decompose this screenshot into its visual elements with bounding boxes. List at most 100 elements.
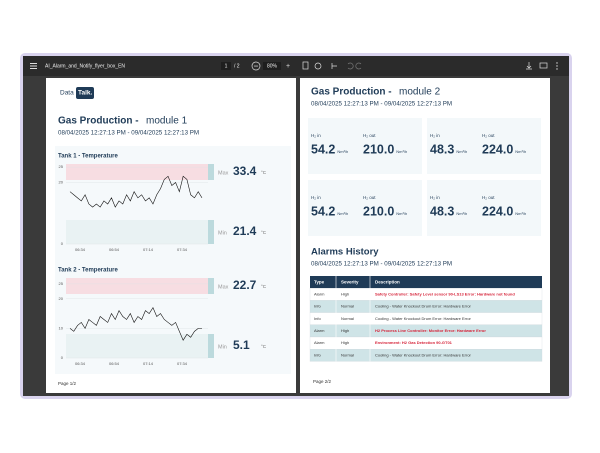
metric-unit: Nm³/h — [515, 149, 526, 154]
table-cell: High — [341, 340, 349, 345]
logo-text: Data — [60, 90, 74, 97]
max-stripe — [208, 164, 214, 180]
max-stripe — [208, 278, 214, 294]
temperature-line — [69, 306, 202, 341]
y-tick-label: 25 — [59, 164, 64, 169]
logo-text-box: Talk. — [78, 90, 93, 97]
y-tick-label: 0 — [61, 241, 64, 246]
page-number: 1 — [225, 63, 228, 69]
max-unit: °C — [261, 284, 267, 289]
metric-value: 48.3 — [430, 142, 454, 156]
table-header — [310, 276, 542, 289]
menu-icon[interactable] — [30, 63, 37, 69]
table-row — [309, 349, 543, 362]
x-tick-label: 07:34 — [177, 247, 188, 252]
title-rest: module 1 — [146, 116, 188, 127]
metric-value: 210.0 — [363, 142, 394, 156]
max-unit: °C — [261, 170, 267, 175]
alarms-dates: 08/04/2025 12:27:13 PM - 09/04/2025 12:2… — [311, 261, 452, 268]
card — [427, 180, 541, 236]
metric-unit: Nm³/h — [337, 211, 348, 216]
metric-label: H₂ out — [482, 195, 495, 200]
metric-unit: Nm³/h — [396, 149, 407, 154]
metric-unit: Nm³/h — [515, 211, 526, 216]
dates: 08/04/2025 12:27:13 PM - 09/04/2025 12:2… — [311, 101, 452, 108]
metric-label: H₂ out — [363, 195, 376, 200]
table-header-cell: Description — [375, 279, 400, 284]
min-value: 5.1 — [233, 338, 250, 352]
metric-value: 54.2 — [311, 204, 335, 218]
table-header-cell: Severity — [341, 279, 359, 284]
metric-value: 48.3 — [430, 204, 454, 218]
toolbar — [23, 56, 569, 76]
card — [308, 118, 422, 174]
table-cell: Normal — [341, 304, 354, 309]
low-band — [66, 220, 208, 244]
table-cell: High — [341, 291, 349, 296]
zoom-level: 80% — [267, 63, 278, 69]
card — [308, 180, 422, 236]
x-tick-label: 06:34 — [75, 247, 86, 252]
title-bold: Gas Production - — [58, 116, 139, 127]
table-cell: Info — [314, 316, 321, 321]
alarms-title: Alarms History — [311, 247, 379, 258]
dates: 08/04/2025 12:27:13 PM - 09/04/2025 12:2… — [58, 130, 199, 137]
filename: AI_Alarm_and_Notify_flyer_box_EN — [45, 63, 125, 69]
y-tick-label: 10 — [59, 325, 64, 330]
table-cell: Alarm — [314, 340, 325, 345]
metric-unit: Nm³/h — [337, 149, 348, 154]
tank-title: Tank 1 - Temperature — [58, 154, 118, 160]
min-stripe — [208, 334, 214, 358]
table-cell: Cooling - Water Knockout Drum Error: Har… — [375, 304, 472, 309]
undo-redo[interactable] — [347, 62, 362, 70]
zoom-in[interactable]: + — [286, 63, 290, 70]
min-label: Min — [218, 344, 227, 350]
footer: Page 2/2 — [313, 379, 332, 384]
more-button[interactable] — [556, 62, 558, 70]
zoom-out-icon — [254, 65, 258, 67]
y-tick-label: 20 — [59, 296, 64, 301]
table-cell: Cooling - Water Knockout Drum Error: Har… — [375, 316, 472, 321]
rotate-button[interactable] — [314, 62, 322, 70]
table-cell: Info — [314, 352, 321, 357]
max-label: Max — [218, 284, 229, 290]
metric-label: H₂ in — [311, 133, 321, 138]
download-button[interactable] — [526, 62, 532, 70]
table-cell: Info — [314, 304, 321, 309]
table-cell: Alarm — [314, 291, 325, 296]
x-tick-label: 06:34 — [75, 361, 86, 366]
zoom-input[interactable] — [263, 62, 281, 70]
temperature-line — [69, 175, 203, 208]
title-bold: Gas Production - — [311, 87, 392, 98]
title-rest: module 2 — [399, 87, 441, 98]
y-tick-label: 0 — [61, 355, 64, 360]
tank-title: Tank 2 - Temperature — [58, 268, 118, 274]
metric-label: H₂ out — [482, 133, 495, 138]
table-cell: Cooling - Water Knockout Drum Error: Har… — [375, 352, 472, 357]
metric-label: H₂ out — [363, 133, 376, 138]
page-count: / 2 — [234, 63, 240, 69]
fit-button[interactable] — [302, 61, 309, 70]
table-header-cell: Type — [314, 279, 325, 284]
min-label: Min — [218, 230, 227, 236]
print-button[interactable] — [539, 62, 548, 69]
high-band — [66, 278, 208, 294]
table-cell: Alarm — [314, 328, 325, 333]
logo-box — [76, 87, 94, 99]
metric-unit: Nm³/h — [456, 149, 467, 154]
metric-unit: Nm³/h — [456, 211, 467, 216]
table-cell: Normal — [341, 316, 354, 321]
x-tick-label: 07:14 — [143, 361, 154, 366]
annotate-button[interactable] — [331, 63, 337, 69]
page-input[interactable] — [221, 62, 231, 70]
metric-label: H₂ in — [311, 195, 321, 200]
metric-unit: Nm³/h — [396, 211, 407, 216]
zoom-out[interactable] — [251, 61, 261, 71]
metric-value: 210.0 — [363, 204, 394, 218]
card — [427, 118, 541, 174]
y-tick-label: 20 — [59, 180, 64, 185]
table-cell: H2 Process Line Controller: Monitor Erro… — [375, 328, 486, 333]
low-band — [66, 334, 208, 358]
